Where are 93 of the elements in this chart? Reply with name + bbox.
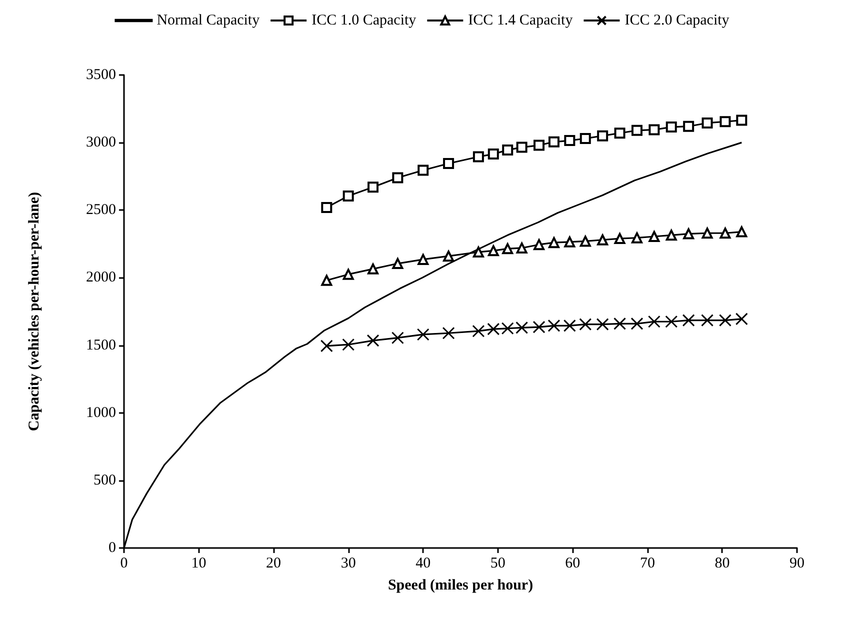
legend-label: ICC 2.0 Capacity (624, 12, 730, 28)
point (502, 144, 514, 156)
x-tick-label: 80 (714, 556, 730, 572)
x-tick-label: 20 (266, 556, 282, 572)
point (472, 324, 485, 338)
point (564, 236, 576, 248)
point (443, 158, 454, 170)
x-tick-label: 70 (640, 556, 655, 572)
point (532, 320, 546, 334)
x-tick-label: 60 (565, 556, 580, 572)
y-tick-label: 1000 (86, 404, 116, 421)
point (321, 202, 332, 213)
point (648, 230, 660, 242)
point (614, 317, 626, 330)
point (702, 117, 713, 128)
y-tick-label: 500 (94, 472, 116, 488)
y-tick-label: 0 (108, 540, 116, 556)
legend-label: Normal Capacity (156, 12, 260, 28)
y-tick-label: 1500 (86, 337, 116, 354)
point (683, 120, 694, 132)
point (516, 142, 528, 153)
point (368, 263, 379, 274)
point (665, 315, 678, 328)
point (488, 148, 499, 160)
x-tick-label: 90 (790, 556, 804, 572)
x-tick-label: 30 (340, 556, 356, 572)
point (488, 245, 499, 256)
point (472, 246, 484, 258)
point (443, 250, 454, 262)
point (614, 233, 626, 244)
point (548, 319, 560, 332)
point (736, 114, 748, 126)
point (735, 312, 748, 326)
point (516, 321, 528, 334)
point (392, 172, 404, 184)
point (487, 322, 500, 336)
point (682, 314, 695, 327)
point (631, 232, 642, 244)
point (563, 319, 576, 332)
point (736, 226, 748, 238)
point (666, 122, 677, 133)
point (630, 317, 644, 330)
x-tick-label: 0 (120, 556, 128, 572)
point (548, 237, 560, 248)
point (580, 133, 591, 144)
point (702, 228, 713, 239)
point (534, 239, 545, 250)
point (391, 332, 404, 344)
legend-label: ICC 1.0 Capacity (312, 12, 417, 28)
point (320, 340, 333, 352)
point (472, 151, 484, 162)
point (596, 318, 609, 331)
point (631, 124, 642, 136)
x-tick-label: 10 (191, 556, 206, 572)
point (342, 338, 355, 351)
y-tick-label: 2000 (86, 270, 116, 286)
point (392, 258, 404, 270)
point (564, 135, 576, 146)
point (418, 164, 429, 176)
y-tick-label: 3000 (86, 134, 116, 151)
point (579, 318, 592, 331)
point (368, 182, 379, 193)
point (648, 124, 660, 136)
point (342, 190, 354, 202)
point (534, 140, 545, 151)
point (718, 314, 732, 327)
point (548, 136, 560, 148)
x-tick-label: 40 (416, 556, 431, 572)
point (666, 230, 677, 241)
point (720, 228, 731, 239)
point (648, 315, 660, 328)
point (701, 314, 714, 327)
y-tick-label: 2500 (86, 202, 116, 218)
point (416, 328, 430, 341)
legend-label: ICC 1.4 Capacity (468, 12, 574, 28)
point (501, 322, 514, 335)
x-tick-label: 50 (490, 556, 506, 572)
point (321, 274, 332, 286)
point (418, 254, 429, 265)
point (720, 116, 731, 128)
point (597, 234, 608, 246)
point (502, 243, 514, 254)
y-tick-label: 3500 (86, 67, 116, 83)
point (516, 242, 528, 254)
point (597, 130, 608, 142)
point (366, 334, 380, 347)
point (342, 268, 354, 280)
x-axis-title: Speed (miles per hour) (388, 578, 534, 594)
point (683, 228, 694, 240)
point (580, 236, 591, 247)
point (442, 326, 455, 340)
point (614, 128, 626, 139)
y-axis-title: Capacity (vehicles per-hour-per-lane) (26, 192, 42, 432)
